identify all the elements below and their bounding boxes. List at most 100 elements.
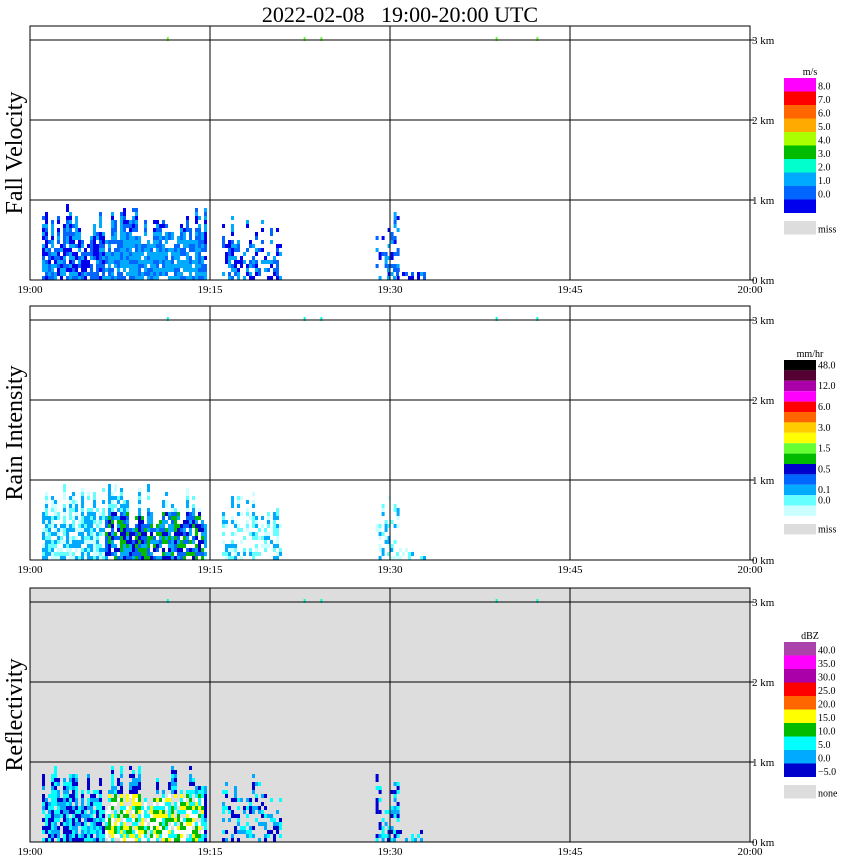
echo-cell (75, 264, 78, 268)
echo-cell (126, 818, 129, 822)
echo-cell (393, 236, 397, 240)
echo-cell (135, 838, 138, 842)
echo-cell (75, 794, 78, 798)
echo-cell (96, 552, 99, 556)
echo-cell (246, 508, 249, 512)
echo-cell (111, 216, 114, 220)
echo-cell (195, 810, 198, 814)
echo-cell (90, 830, 93, 834)
echo-cell (69, 524, 72, 528)
echo-cell (57, 818, 60, 822)
echo-cell (204, 276, 207, 280)
echo-cell (279, 244, 282, 248)
echo-cell (96, 536, 99, 540)
echo-cell (237, 504, 240, 508)
echo-cell (171, 814, 174, 818)
echo-cell (111, 524, 114, 528)
echo-cell (99, 830, 102, 834)
echo-cell (147, 484, 150, 488)
echo-cell (192, 830, 195, 834)
legend-swatch (784, 763, 816, 777)
echo-cell (225, 244, 228, 248)
echo-cell (396, 516, 400, 520)
echo-cell (138, 766, 141, 770)
echo-cell (270, 260, 273, 264)
echo-cell (114, 532, 117, 536)
echo-cell (204, 810, 207, 814)
echo-cell (42, 782, 45, 786)
echo-cell (81, 798, 84, 802)
echo-cell (42, 826, 45, 830)
echo-cell (279, 834, 282, 838)
echo-cell (201, 548, 204, 552)
echo-cell (204, 228, 207, 232)
echo-cell (393, 838, 396, 842)
echo-cell (75, 782, 78, 786)
echo-cell (66, 814, 69, 818)
echo-cell (120, 236, 123, 240)
echo-cell (156, 276, 159, 280)
echo-cell (54, 540, 57, 544)
echo-cell (123, 806, 126, 810)
echo-cell (72, 240, 75, 244)
echo-cell (180, 276, 183, 280)
echo-cell (279, 252, 282, 256)
echo-cell (117, 778, 120, 782)
echo-cell (87, 830, 90, 834)
echo-cell (204, 528, 207, 532)
echo-cell (186, 532, 189, 536)
echo-cell (57, 240, 60, 244)
echo-cell (138, 488, 141, 492)
echo-cell (120, 212, 123, 216)
echo-cell (144, 532, 147, 536)
echo-cell (183, 798, 186, 802)
echo-cell (183, 252, 186, 256)
echo-cell (60, 798, 63, 802)
echo-cell (171, 252, 174, 256)
echo-cell (246, 220, 249, 224)
echo-cell (60, 548, 63, 552)
echo-cell (189, 228, 192, 232)
echo-cell (42, 810, 45, 814)
echo-cell (114, 264, 117, 268)
echo-cell (228, 552, 231, 556)
echo-cell (261, 228, 264, 232)
echo-cell (201, 244, 204, 248)
echo-cell (174, 544, 177, 548)
echo-cell (231, 548, 234, 552)
echo-cell (183, 556, 186, 560)
echo-cell (63, 826, 66, 830)
echo-cell (42, 802, 45, 806)
echo-cell (276, 248, 279, 252)
echo-cell (234, 248, 237, 252)
echo-cell (147, 520, 150, 524)
echo-cell (93, 496, 96, 500)
echo-cell (51, 798, 54, 802)
echo-cell (108, 256, 111, 260)
echo-cell (120, 524, 123, 528)
echo-cell (243, 826, 246, 830)
echo-cell (159, 810, 162, 814)
echo-cell (246, 830, 249, 834)
echo-cell (54, 272, 57, 276)
echo-cell (60, 528, 63, 532)
echo-speck (320, 317, 323, 321)
echo-cell (174, 790, 177, 794)
echo-cell (234, 544, 237, 548)
echo-cell (390, 272, 394, 276)
echo-cell (168, 782, 171, 786)
echo-cell (195, 830, 198, 834)
echo-cell (99, 556, 102, 560)
echo-cell (45, 260, 48, 264)
echo-cell (141, 536, 144, 540)
echo-cell (168, 794, 171, 798)
echo-cell (204, 532, 207, 536)
echo-cell (63, 228, 66, 232)
echo-cell (180, 834, 183, 838)
echo-cell (381, 512, 385, 516)
echo-cell (114, 790, 117, 794)
echo-cell (87, 556, 90, 560)
echo-cell (222, 540, 225, 544)
echo-cell (246, 500, 249, 504)
echo-cell (222, 810, 225, 814)
